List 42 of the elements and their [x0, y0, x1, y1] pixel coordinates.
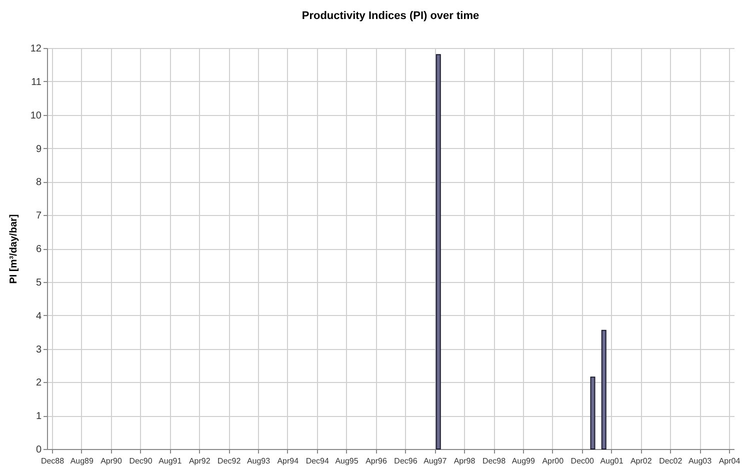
y-tick-label: 8: [36, 177, 42, 188]
chart-title: Productivity Indices (PI) over time: [302, 10, 480, 22]
y-tick-label: 9: [36, 144, 42, 155]
x-tick-label: Apr90: [100, 456, 122, 466]
y-tick-label: 11: [31, 76, 42, 88]
x-tick-label: Aug91: [158, 456, 182, 466]
x-tick-label: Dec88: [40, 456, 65, 466]
bar: [436, 54, 441, 450]
y-tick-label: 4: [36, 310, 42, 322]
x-tick-label: Aug03: [688, 456, 712, 466]
x-tick-label: Aug93: [246, 456, 271, 466]
x-tick-label: Apr98: [454, 456, 476, 466]
y-tick-label: 3: [36, 344, 42, 356]
x-tick-label: Aug95: [335, 456, 359, 466]
y-tick-label: 0: [36, 444, 42, 456]
y-tick-label: 10: [30, 110, 42, 122]
x-tick-label: Dec96: [394, 456, 418, 466]
x-tick-label: Apr92: [188, 456, 211, 466]
y-tick-label: 1: [36, 411, 42, 422]
x-tick-label: Apr02: [630, 456, 652, 466]
x-tick-label: Dec02: [659, 456, 683, 466]
x-tick-label: Aug99: [512, 456, 536, 466]
y-tick-label: 6: [36, 244, 42, 255]
x-tick-label: Dec90: [129, 456, 153, 466]
y-tick-label: 2: [36, 378, 42, 389]
x-tick-label: Apr94: [277, 456, 300, 466]
bar: [601, 330, 606, 450]
x-tick-label: Dec98: [482, 456, 506, 466]
x-tick-label: Apr04: [718, 456, 741, 466]
x-tick-label: Apr00: [542, 456, 564, 466]
bar: [590, 376, 596, 450]
x-tick-label: Dec00: [570, 456, 594, 466]
x-tick-label: Aug01: [600, 456, 624, 466]
y-axis-title: PI [m³/day/bar]: [8, 214, 20, 284]
x-tick-label: Dec92: [218, 456, 242, 466]
x-tick-label: Dec94: [306, 456, 330, 466]
x-tick-label: Apr96: [366, 456, 388, 466]
y-tick-label: 12: [30, 44, 42, 54]
y-tick-label: 5: [36, 277, 42, 288]
x-tick-label: Aug89: [70, 456, 94, 466]
y-tick-label: 7: [36, 210, 42, 222]
x-tick-label: Aug97: [424, 456, 448, 466]
